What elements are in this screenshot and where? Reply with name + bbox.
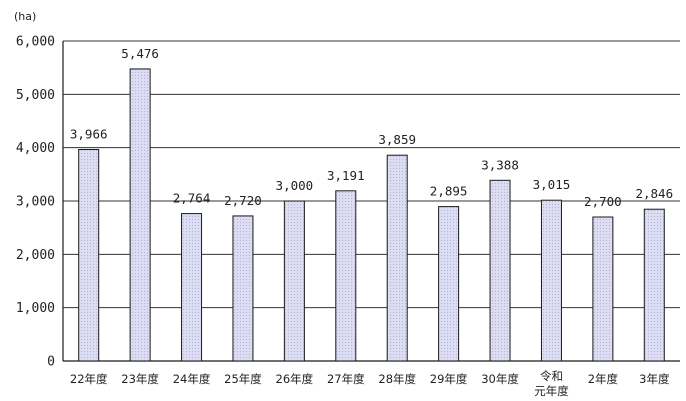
x-tick-label: 27年度 [327,372,365,386]
bar [232,215,254,362]
x-tick-label: 23年度 [121,372,159,386]
bar [283,200,305,362]
x-tick-label: 28年度 [378,372,416,386]
bar [540,199,562,362]
y-tick-label: 6,000 [16,35,55,50]
bar [592,216,614,362]
y-tick-label: 1,000 [16,301,55,316]
data-label: 2,895 [430,184,468,199]
y-tick-label: 5,000 [16,88,55,103]
data-label: 3,966 [70,126,108,141]
data-label: 3,191 [327,168,365,183]
x-tick-label: 元年度 [534,384,569,398]
x-tick-label: 2年度 [588,372,619,386]
y-tick-label: 3,000 [16,195,55,210]
y-axis-unit-label: (ha) [14,10,36,23]
bar [129,68,151,362]
x-tick-label: 29年度 [430,372,468,386]
x-tick-label: 令和 [540,369,563,383]
x-tick-label: 25年度 [224,372,262,386]
bar [78,148,100,362]
y-tick-label: 4,000 [16,141,55,156]
x-tick-label: 22年度 [70,372,108,386]
data-label: 3,015 [533,177,571,192]
x-tick-label: 3年度 [639,372,670,386]
bar [438,206,460,362]
bar [489,179,511,362]
y-tick-label: 2,000 [16,248,55,263]
bar [335,190,357,362]
data-label: 5,476 [121,46,159,61]
data-label: 3,000 [276,178,314,193]
data-label: 2,720 [224,193,262,208]
y-tick-label: 0 [47,355,55,370]
data-label: 3,859 [378,132,416,147]
x-tick-label: 26年度 [276,372,314,386]
data-label: 2,846 [635,186,673,201]
data-label: 3,388 [481,157,519,172]
data-label: 2,700 [584,194,622,209]
data-label: 2,764 [173,191,211,206]
bar [386,154,408,362]
x-tick-label: 30年度 [481,372,519,386]
x-tick-label: 24年度 [173,372,211,386]
bar [643,208,665,362]
bar [181,213,203,362]
